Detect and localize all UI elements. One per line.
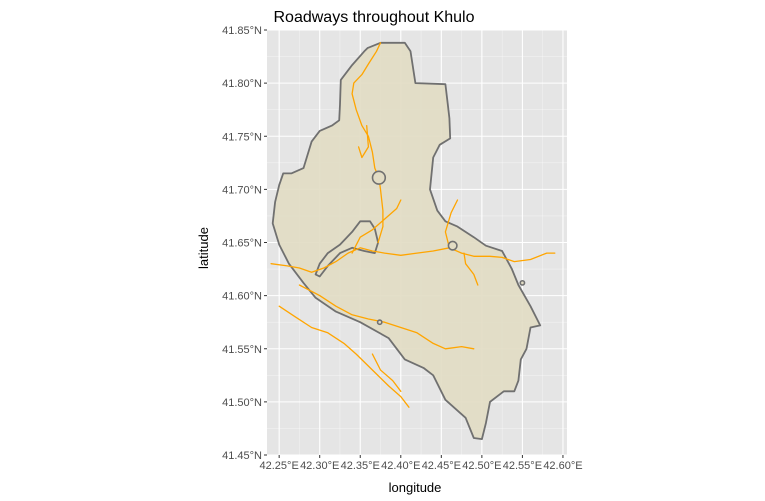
y-tick-label: 41.70°N <box>222 184 262 196</box>
y-tick-label: 41.50°N <box>222 397 262 409</box>
y-tick-label: 41.80°N <box>222 78 262 90</box>
road-line <box>298 284 475 350</box>
x-tick-label: 42.45°E <box>422 460 461 472</box>
road-network <box>270 42 556 408</box>
x-axis-title: longitude <box>389 480 442 495</box>
x-tick-label: 42.60°E <box>543 460 582 472</box>
y-tick-label: 41.75°N <box>222 131 262 143</box>
settlement-ring <box>376 319 383 326</box>
y-tick-label: 41.55°N <box>222 344 262 356</box>
settlement-ring <box>519 279 526 286</box>
chart-title: Roadways throughout Khulo <box>273 9 474 26</box>
road-line <box>463 252 479 286</box>
road-line <box>351 199 402 254</box>
boundary-polygon <box>271 41 542 441</box>
road-line <box>444 199 459 249</box>
y-tick-label: 41.65°N <box>222 238 262 250</box>
road-line <box>377 177 384 244</box>
x-tick-label: 42.55°E <box>503 460 542 472</box>
road-line <box>270 247 556 273</box>
y-tick-label: 41.45°N <box>222 450 262 462</box>
settlement-ring <box>371 170 387 185</box>
road-line <box>357 124 370 159</box>
y-axis-title: latitude <box>196 227 211 269</box>
settlement-ring <box>447 240 458 251</box>
x-axis: 42.25°E 42.30°E 42.35°E 42.40°E 42.45°E 42.50… <box>260 455 583 472</box>
x-tick-label: 42.25°E <box>260 460 299 472</box>
x-tick-label: 42.40°E <box>381 460 420 472</box>
x-tick-label: 42.35°E <box>341 460 380 472</box>
y-tick-label: 41.85°N <box>222 25 262 37</box>
road-line <box>351 42 382 179</box>
district-boundary <box>271 41 542 441</box>
y-tick-label: 41.60°N <box>222 291 262 303</box>
road-line <box>371 353 402 392</box>
road-line <box>278 305 410 408</box>
settlement-markers <box>371 170 526 326</box>
x-tick-label: 42.30°E <box>300 460 339 472</box>
y-axis: 41.45°N 41.50°N 41.55°N 41.60°N 41.65°N 41.70… <box>222 25 267 462</box>
x-tick-label: 42.50°E <box>462 460 501 472</box>
inner-boundary-polygon <box>314 220 380 278</box>
